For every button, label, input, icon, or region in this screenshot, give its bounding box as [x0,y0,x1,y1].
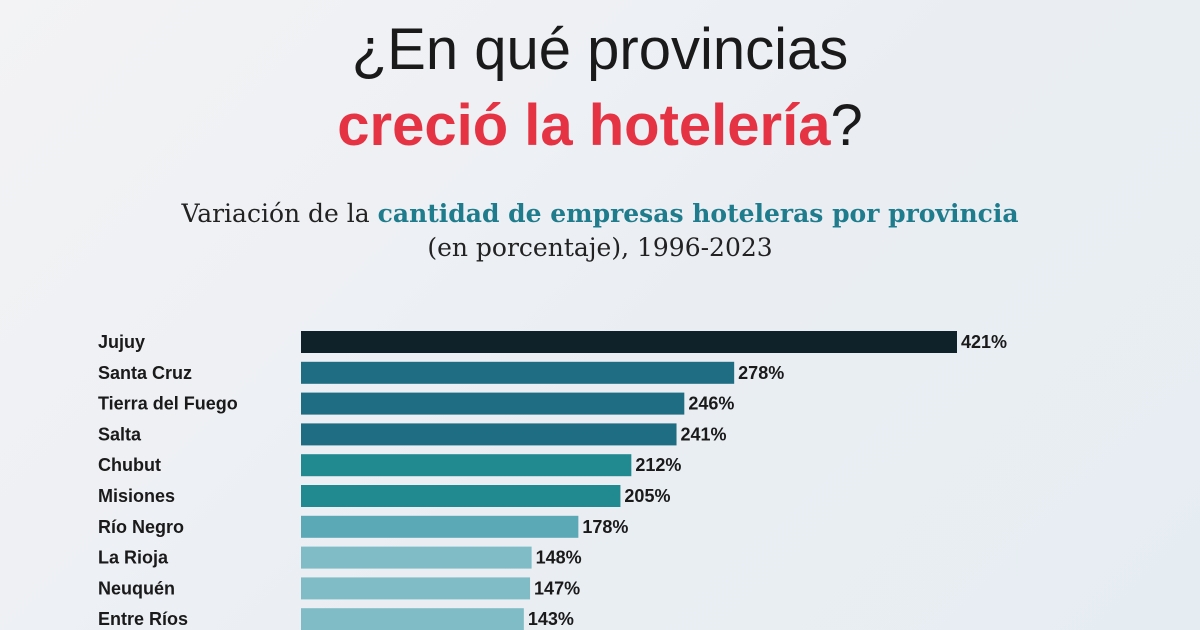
chart-subtitle-line2: (en porcentaje), 1996-2023 [427,233,773,262]
value-label: 205% [624,486,670,506]
value-label: 212% [635,455,681,475]
category-label: Salta [98,424,142,444]
value-label: 143% [528,609,574,629]
chart-title-question-mark: ? [830,93,863,158]
bar [301,392,685,415]
value-label: 278% [738,363,784,383]
bar [301,454,632,477]
value-label: 246% [688,394,734,414]
bar [301,485,621,507]
value-label: 148% [536,548,582,568]
chart-title-accent: creció la hotelería [337,93,831,158]
value-label: 241% [681,424,727,444]
chart-subtitle-line1: Variación de la cantidad de empresas hot… [0,198,1200,230]
category-label: Entre Ríos [98,609,188,629]
subtitle-highlight: cantidad de empresas hoteleras por provi… [377,199,1019,228]
value-label: 421% [961,332,1007,352]
category-label: Chubut [98,455,161,475]
bar [301,361,735,384]
bar [301,608,524,630]
category-label: La Rioja [98,548,169,568]
bar [301,546,532,569]
value-label: 147% [534,578,580,598]
category-label: Misiones [98,486,175,506]
subtitle-start: Variación de la [181,199,378,228]
category-label: Tierra del Fuego [98,394,238,414]
bar [301,577,531,600]
category-label: Río Negro [98,517,184,537]
chart-title-line1: ¿En qué provincias [351,17,849,82]
category-label: Neuquén [98,578,175,598]
value-label: 178% [582,517,628,537]
bar [301,423,677,446]
category-label: Santa Cruz [98,363,192,383]
bar [301,515,579,538]
chart-title-line2: creció la hotelería? [0,96,1200,156]
category-label: Jujuy [98,332,145,352]
bar [301,331,957,353]
